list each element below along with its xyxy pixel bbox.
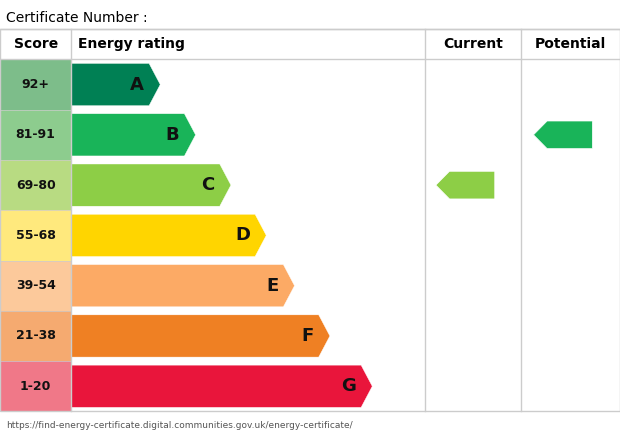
Polygon shape xyxy=(71,63,160,106)
Text: Potential: Potential xyxy=(535,37,606,51)
Text: 90: 90 xyxy=(556,128,576,142)
Bar xyxy=(0,29,620,59)
Bar xyxy=(0,29,620,411)
Text: D: D xyxy=(235,227,250,244)
Text: Certificate Number :: Certificate Number : xyxy=(6,11,148,25)
Polygon shape xyxy=(71,214,266,257)
Text: Current: Current xyxy=(443,37,503,51)
Text: E: E xyxy=(266,277,278,295)
Text: F: F xyxy=(301,327,314,345)
Polygon shape xyxy=(71,365,372,407)
Text: 69-80: 69-80 xyxy=(16,179,56,191)
Text: 81-91: 81-91 xyxy=(16,128,56,141)
Text: 72: 72 xyxy=(459,178,478,192)
Polygon shape xyxy=(533,121,592,149)
Polygon shape xyxy=(436,171,495,199)
Bar xyxy=(0,59,71,110)
Text: 39-54: 39-54 xyxy=(16,279,56,292)
Polygon shape xyxy=(71,264,294,307)
Text: 92+: 92+ xyxy=(22,78,50,91)
Text: Score: Score xyxy=(14,37,58,51)
Bar xyxy=(0,311,71,361)
Text: Energy rating: Energy rating xyxy=(78,37,184,51)
Bar xyxy=(0,361,71,411)
Text: A: A xyxy=(130,76,144,94)
Text: 1-20: 1-20 xyxy=(20,380,51,393)
Bar xyxy=(0,260,71,311)
Text: G: G xyxy=(341,377,356,395)
Bar xyxy=(0,160,71,210)
Bar xyxy=(0,110,71,160)
Polygon shape xyxy=(71,315,330,357)
Bar xyxy=(0,210,71,260)
Text: B: B xyxy=(166,126,179,144)
Text: C: C xyxy=(202,176,215,194)
Text: https://find-energy-certificate.digital.communities.gov.uk/energy-certificate/: https://find-energy-certificate.digital.… xyxy=(6,422,353,430)
Polygon shape xyxy=(71,164,231,206)
Polygon shape xyxy=(71,114,195,156)
Text: 55-68: 55-68 xyxy=(16,229,56,242)
Text: 21-38: 21-38 xyxy=(16,330,56,342)
